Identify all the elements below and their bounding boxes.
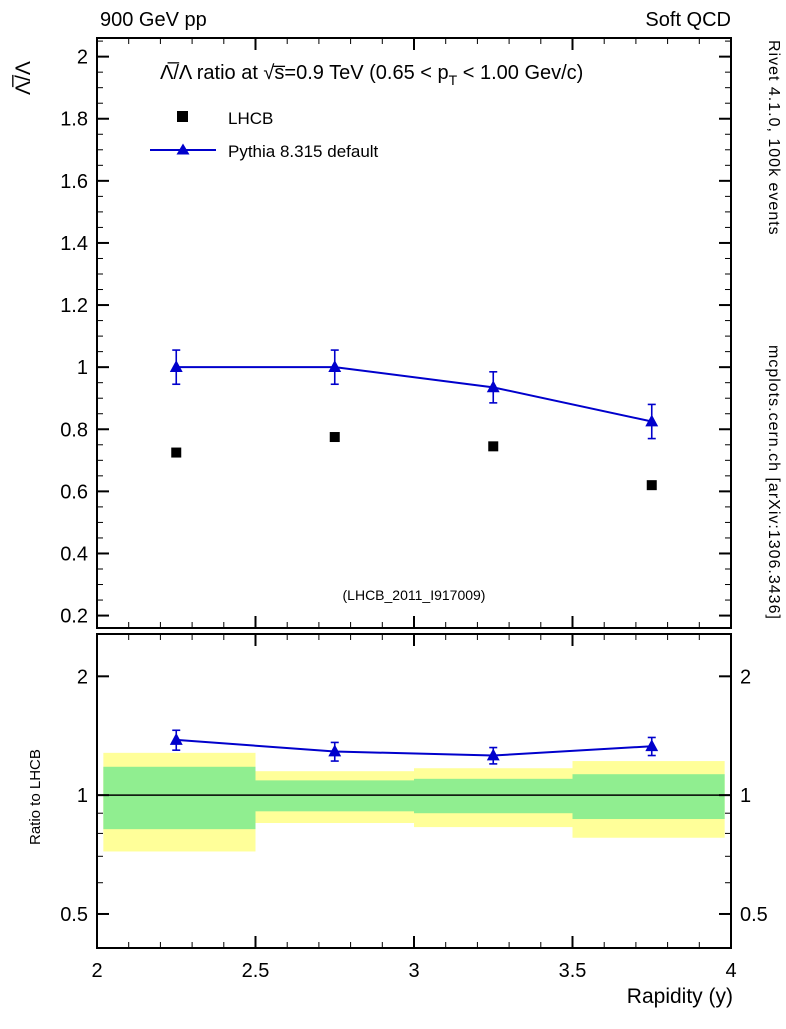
x-axis-title: Rapidity (y)	[627, 985, 733, 1008]
lhcb-data-point	[646, 480, 657, 491]
axes-layer	[96, 37, 732, 949]
lhcb-data-point	[488, 441, 499, 452]
y-tick-label: 0.6	[60, 481, 88, 503]
main-frame	[96, 37, 732, 629]
rivet-version-note: Rivet 4.1.0, 100k events	[765, 40, 782, 236]
y-tick-label: 1.8	[60, 109, 88, 131]
ratio-y-tick-label: 1	[77, 785, 88, 807]
legend: LHCB Pythia 8.315 default	[150, 109, 379, 161]
tick-labels-layer: 2 2.5 3 3.5 4 0.2 0.4 0.6 0.8 1 1.2 1.4 1.6 1.8 2 0.5 0.…	[60, 47, 768, 982]
pythia-data-point	[328, 360, 342, 373]
ratio-y-axis-title: Ratio to LHCB	[27, 749, 44, 845]
y-tick-label: 0.4	[60, 543, 88, 565]
uncertainty-band-inner	[103, 766, 256, 830]
ratio-data-point	[486, 748, 500, 761]
plot-title-post: < 1.00 Gev/c)	[457, 62, 583, 84]
ratio-data-point	[645, 739, 659, 752]
lhcb-data-point	[171, 447, 182, 458]
pythia-legend-marker	[176, 143, 190, 155]
ratio-y-tick-label: 2	[77, 666, 88, 688]
plot-title-subscript: T	[449, 72, 458, 88]
plot-title: Λ̅/Λ ratio at √s̅=0.9 TeV (0.65 < pT < 1…	[160, 61, 583, 88]
y-tick-label: 1	[77, 357, 88, 379]
mcplots-arxiv-note: mcplots.cern.ch [arXiv:1306.3436]	[765, 345, 782, 620]
ratio-line	[176, 738, 652, 757]
pythia-line	[176, 366, 652, 423]
y-tick-label: 0.8	[60, 419, 88, 441]
pythia-data-point	[169, 360, 183, 373]
legend-label-pythia: Pythia 8.315 default	[228, 142, 379, 161]
data-series-layer	[169, 349, 659, 765]
pythia-data-point	[486, 380, 500, 393]
uncertainty-band-inner	[414, 778, 573, 814]
uncertainty-bands-layer	[97, 752, 731, 852]
y-tick-label: 1.6	[60, 171, 88, 193]
ratio-data-point	[328, 744, 342, 757]
plot-title-pre: Λ̅/Λ ratio at √s̅=0.9 TeV (0.65 < p	[160, 61, 449, 84]
x-tick-label: 3.5	[559, 960, 587, 982]
y-tick-label: 2	[77, 47, 88, 69]
x-tick-label: 4	[725, 960, 736, 982]
legend-label-lhcb: LHCB	[228, 109, 273, 128]
x-tick-label: 2	[91, 960, 102, 982]
process-group-label: Soft QCD	[645, 9, 731, 31]
lhcb-legend-marker	[177, 111, 188, 122]
x-tick-label: 2.5	[242, 960, 270, 982]
ratio-y-tick-label: 0.5	[60, 904, 88, 926]
beam-energy-label: 900 GeV pp	[100, 9, 207, 31]
ratio-y-tick-label-right: 2	[740, 666, 751, 688]
y-tick-label: 1.4	[60, 233, 88, 255]
y-tick-label: 0.2	[60, 606, 88, 628]
analysis-id-watermark: (LHCB_2011_I917009)	[343, 587, 486, 603]
y-tick-label: 1.2	[60, 295, 88, 317]
ratio-y-tick-label-right: 1	[740, 785, 751, 807]
main-y-axis-title: Λ̅/Λ	[12, 61, 35, 95]
pythia-data-point	[645, 414, 659, 427]
x-tick-label: 3	[408, 960, 419, 982]
ratio-data-point	[169, 732, 183, 745]
uncertainty-band-inner	[572, 774, 725, 820]
lhcb-data-point	[329, 432, 340, 443]
ratio-y-tick-label-right: 0.5	[740, 904, 768, 926]
